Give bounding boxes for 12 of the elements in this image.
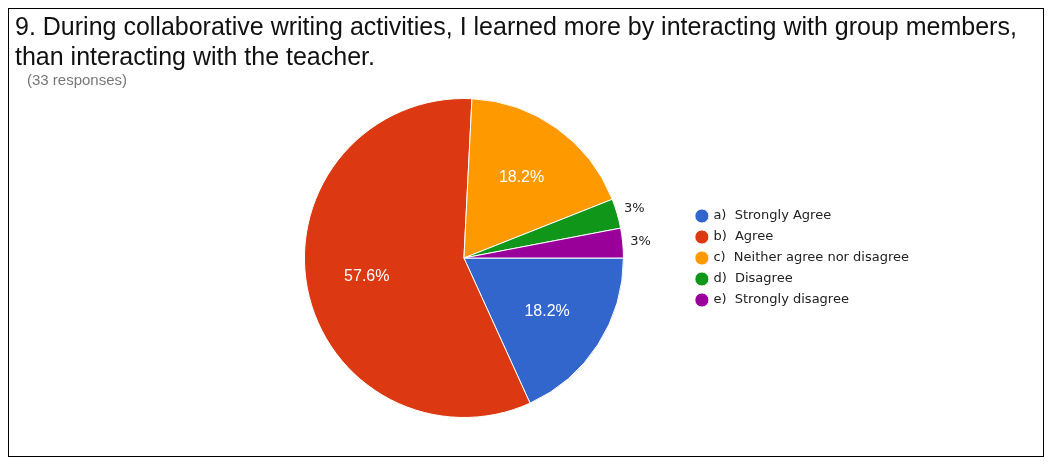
data-label: 57.6% xyxy=(344,266,390,284)
legend-label: d) Disagree xyxy=(713,270,793,286)
data-label: 18.2% xyxy=(498,168,545,186)
legend-label: a) Strongly Agree xyxy=(713,207,832,223)
legend-label: b) Agree xyxy=(713,228,774,244)
chart-title: 9. During collaborative writing activities, I learned more by interacting with group members, than interacting with the teacher. xyxy=(14,11,1018,71)
text: (33 responses) xyxy=(26,71,129,88)
data-label: 3% xyxy=(630,232,651,248)
legend-label: e) Strongly disagree xyxy=(713,291,849,307)
data-label: 18.2% xyxy=(524,301,570,319)
legend-label: c) Neither agree nor disagree xyxy=(713,249,910,265)
data-label: 3% xyxy=(624,199,645,215)
